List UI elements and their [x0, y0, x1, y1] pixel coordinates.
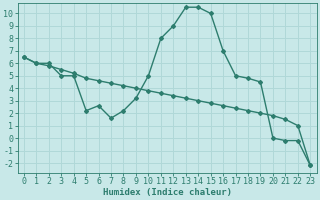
X-axis label: Humidex (Indice chaleur): Humidex (Indice chaleur) [103, 188, 232, 197]
